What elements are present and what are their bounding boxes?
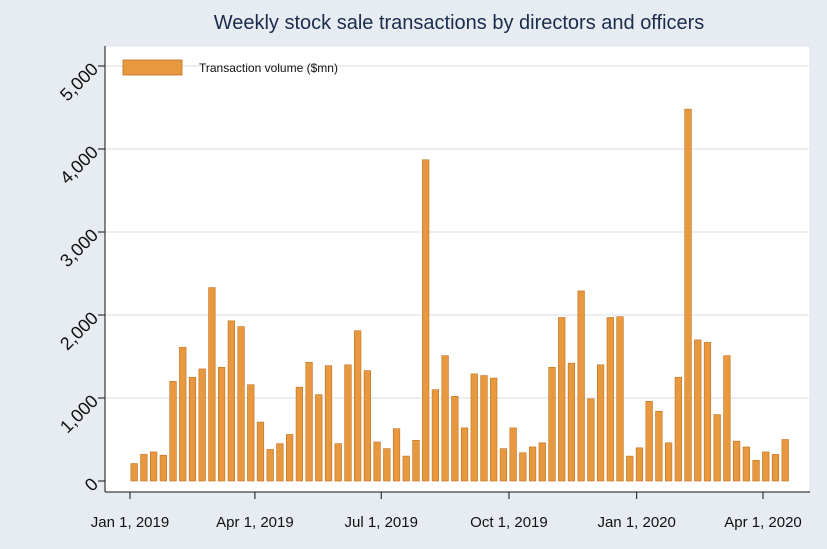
bar [665,442,673,482]
bar [635,447,644,482]
bar [674,376,682,482]
bar [140,454,148,482]
bar [218,366,226,482]
x-tick-label: Jan 1, 2019 [91,514,169,531]
bar [373,441,381,482]
bar [208,287,216,482]
bar [179,347,187,482]
bar [577,290,585,482]
bar [519,452,527,482]
bar [480,375,488,482]
bar [742,446,750,482]
x-tick-label: Jan 1, 2020 [597,514,675,531]
bar [431,389,439,482]
bar [762,451,770,482]
bar [626,455,634,482]
bar [130,463,138,482]
bar [286,434,294,482]
bar [344,364,352,482]
bar [295,386,303,482]
bar [159,454,167,482]
bar [645,401,653,482]
bar [781,439,789,482]
bar [150,451,158,482]
bar [363,370,371,482]
bar [237,326,245,482]
bar [694,339,702,482]
bar [596,364,605,482]
bar [334,443,342,482]
bar [771,454,780,482]
bar [392,428,401,482]
bar [499,448,508,482]
bar [548,366,556,482]
bar [460,427,469,482]
bar [567,362,576,482]
bar [441,355,449,482]
x-tick-label: Jul 1, 2019 [345,514,418,531]
x-tick-label: Apr 1, 2019 [216,514,294,531]
gridlines [106,65,809,399]
x-tick-label: Oct 1, 2019 [470,514,548,531]
bar [188,376,197,482]
bar [354,330,362,482]
legend-swatch [122,59,183,76]
bar [752,459,760,482]
bar [538,442,546,482]
bar [412,440,420,482]
bar [266,449,274,482]
bar [587,398,595,482]
bar [470,373,478,482]
bar [169,381,177,482]
legend: Transaction volume ($mn) [122,59,338,76]
legend-label: Transaction volume ($mn) [199,61,338,75]
bar [324,365,333,482]
bar [733,440,741,482]
bar [703,342,712,482]
bar [305,362,313,482]
bar [606,317,614,482]
bar [198,368,206,482]
bar [247,384,255,482]
bar [490,377,498,482]
bars [130,108,789,482]
chart-title: Weekly stock sale transactions by direct… [214,12,705,34]
bar [558,317,566,482]
bar [315,394,323,482]
bar [383,448,391,482]
bar [713,414,721,482]
bar [256,421,265,482]
bar [227,320,235,482]
bar [528,446,537,482]
bar [402,455,410,482]
x-tick-label: Apr 1, 2020 [724,514,802,531]
bar [616,316,624,482]
bar [451,396,459,482]
bar [723,355,731,482]
bar [276,443,284,482]
bar [684,108,692,482]
bar [655,410,663,482]
bar [422,159,430,482]
bar [509,427,517,482]
